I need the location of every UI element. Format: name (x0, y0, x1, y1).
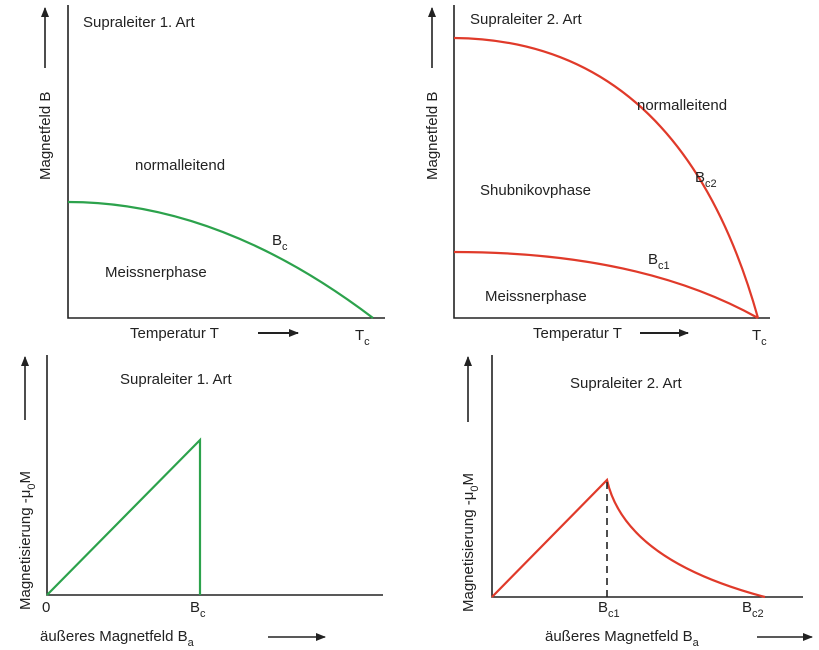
panel: Supraleiter 1. Art Magnetisierung -μ0M 0… (17, 355, 383, 649)
axes (453, 5, 770, 319)
x-label: äußeres Magnetfeld Ba (545, 628, 700, 649)
y-label: Magnetisierung -μ0M (460, 473, 481, 612)
title: Supraleiter 2. Art (570, 375, 683, 392)
x-mark: Bc1 (598, 599, 620, 620)
x-mark: Tc (752, 327, 767, 348)
curve (491, 477, 766, 599)
y-label: Magnetfeld B (424, 92, 441, 180)
x-mark: Tc (355, 327, 370, 348)
x-label: äußeres Magnetfeld Ba (40, 628, 195, 649)
x-label: Temperatur T (533, 325, 622, 342)
panel: Supraleiter 2. Art Magnetisierung -μ0M B… (460, 355, 813, 649)
curve-label: Bc2 (695, 169, 717, 190)
x-mark: 0 (42, 599, 50, 616)
curve (46, 437, 202, 596)
y-label: Magnetfeld B (37, 92, 54, 180)
curve-label: Bc1 (648, 251, 670, 272)
x-mark: Bc2 (742, 599, 764, 620)
region: normalleitend (135, 157, 225, 174)
title: Supraleiter 2. Art (470, 11, 583, 28)
region: Meissnerphase (105, 264, 207, 281)
x-mark: Bc (190, 599, 206, 620)
region: Meissnerphase (485, 288, 587, 305)
y-label: Magnetisierung -μ0M (17, 471, 38, 610)
x-label: Temperatur T (130, 325, 219, 342)
panel: Supraleiter 1. Art Magnetfeld B normalle… (37, 5, 385, 348)
panel: Supraleiter 2. Art Magnetfeld B normalle… (424, 5, 770, 348)
title: Supraleiter 1. Art (83, 14, 196, 31)
title: Supraleiter 1. Art (120, 371, 233, 388)
region: Shubnikovphase (480, 182, 591, 199)
region: normalleitend (637, 97, 727, 114)
curve-label: Bc (272, 232, 288, 253)
axes (46, 355, 383, 596)
curve (453, 36, 760, 319)
axes (67, 5, 385, 319)
curve (453, 250, 759, 319)
curve (67, 200, 374, 319)
